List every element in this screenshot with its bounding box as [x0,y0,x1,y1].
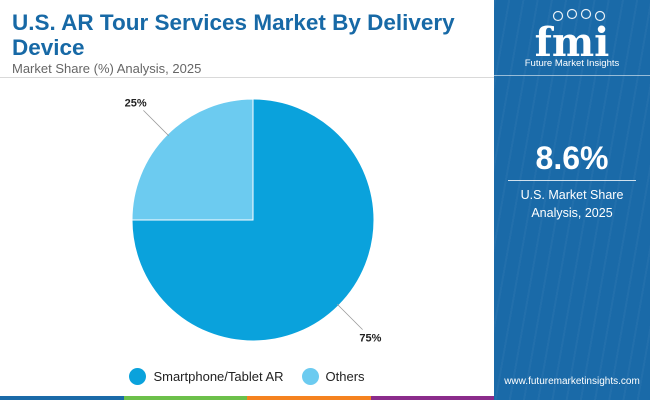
pie-chart: 75% 25% [125,98,382,345]
legend-swatch-smartphone [129,367,147,385]
legend-swatch-others [301,367,319,385]
data-label-smartphone: 75% [359,332,381,344]
stat-label-line1: U.S. Market Share [520,188,624,202]
bottom-bar-segment-orange [247,396,371,400]
stat-value: 8.6% [535,140,609,176]
leader-line-smartphone [336,303,363,330]
header-divider [0,77,494,78]
logo-wordmark: fmi [535,19,610,66]
legend-item-smartphone: Smartphone/Tablet AR [129,367,284,385]
chart-legend: Smartphone/Tablet AR Others [0,365,494,387]
legend-label-others: Others [325,368,365,384]
legend-label-smartphone: Smartphone/Tablet AR [153,368,284,384]
chart-title: U.S. AR Tour Services Market By Delivery… [12,10,455,60]
logo-ornament-icon [594,10,606,22]
logo-ornament-icon [580,8,592,20]
sidebar-texture [494,0,650,400]
logo-ornament-icon [566,8,578,20]
chart-subtitle: Market Share (%) Analysis, 2025 [12,61,202,76]
stat-label: U.S. Market Share Analysis, 2025 [494,186,650,222]
bottom-bar-segment-blue [0,396,124,400]
legend-item-others: Others [301,367,365,385]
logo-ornament-icon [552,10,564,22]
stat-divider [508,180,636,181]
bottom-color-bar [0,396,494,400]
bottom-bar-segment-green [123,396,247,400]
fmi-logo: fmi [535,8,610,66]
bottom-bar-segment-purple [370,396,494,400]
logo-caption: Future Market Insights [524,58,620,69]
logo-divider [494,75,650,76]
leader-line-others [143,110,170,137]
data-label-others: 25% [125,98,147,110]
stat-sidebar: fmi Future Market Insights 8.6% U.S. Mar… [494,0,650,400]
website-url: www.futuremarketinsights.com [504,376,640,387]
stat-label-line2: Analysis, 2025 [531,206,613,220]
